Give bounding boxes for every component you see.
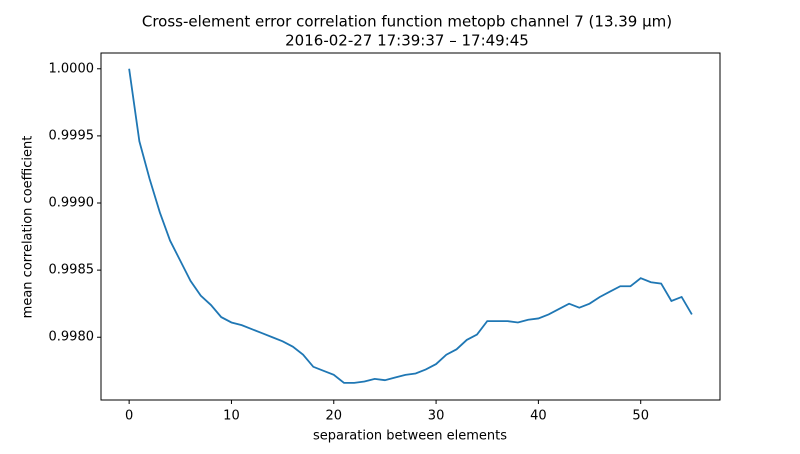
y-axis-label: mean correlation coefficient [21,136,36,319]
y-tick-label: 0.9990 [49,196,95,211]
x-tick-label: 50 [632,409,649,424]
y-tick-label: 1.0000 [49,61,95,76]
plot-frame [100,52,721,401]
x-tick-label: 0 [125,409,133,424]
chart-subtitle: 2016-02-27 17:39:37 – 17:49:45 [285,32,529,50]
x-tick-label: 20 [325,409,342,424]
x-tick-label: 30 [428,409,445,424]
y-tick-label: 0.9980 [49,330,95,345]
chart-title: Cross-element error correlation function… [142,13,672,31]
x-tick-label: 40 [530,409,547,424]
y-tick-label: 0.9995 [49,128,95,143]
x-tick-label: 10 [223,409,240,424]
data-line [128,68,693,384]
y-tick-label: 0.9985 [49,263,95,278]
x-axis-label: separation between elements [313,429,507,444]
